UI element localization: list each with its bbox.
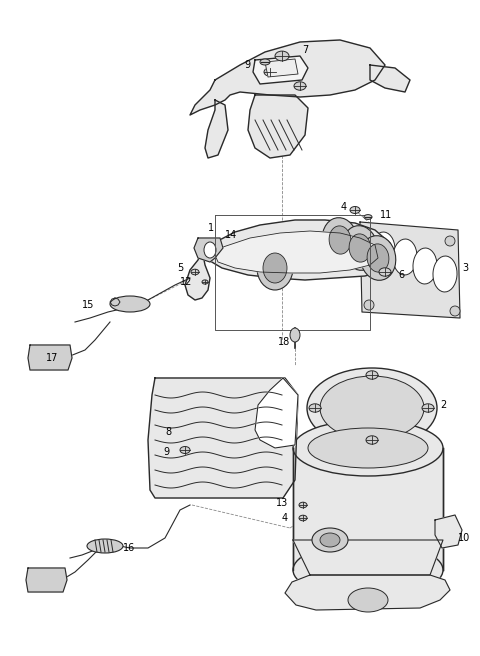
Ellipse shape bbox=[433, 256, 457, 292]
Ellipse shape bbox=[413, 248, 437, 284]
Ellipse shape bbox=[202, 280, 208, 284]
Text: 9: 9 bbox=[244, 60, 250, 70]
Ellipse shape bbox=[299, 502, 307, 508]
Polygon shape bbox=[255, 378, 298, 448]
Ellipse shape bbox=[260, 59, 270, 65]
Ellipse shape bbox=[329, 226, 351, 254]
Polygon shape bbox=[435, 515, 462, 548]
Ellipse shape bbox=[366, 371, 378, 379]
Polygon shape bbox=[370, 65, 410, 92]
Ellipse shape bbox=[379, 268, 391, 276]
Polygon shape bbox=[26, 568, 67, 592]
Polygon shape bbox=[148, 378, 298, 498]
Ellipse shape bbox=[293, 542, 443, 598]
Ellipse shape bbox=[275, 51, 289, 61]
Polygon shape bbox=[265, 59, 298, 77]
Text: 5: 5 bbox=[177, 263, 183, 273]
Text: 2: 2 bbox=[440, 400, 446, 410]
Ellipse shape bbox=[191, 269, 199, 275]
Polygon shape bbox=[285, 575, 450, 610]
Text: 15: 15 bbox=[82, 300, 95, 310]
Ellipse shape bbox=[293, 420, 443, 476]
Ellipse shape bbox=[322, 218, 358, 262]
Ellipse shape bbox=[257, 246, 293, 290]
Polygon shape bbox=[190, 40, 385, 115]
Text: 10: 10 bbox=[458, 533, 470, 543]
Text: 17: 17 bbox=[46, 353, 58, 363]
Polygon shape bbox=[360, 222, 460, 318]
Ellipse shape bbox=[294, 82, 306, 91]
Ellipse shape bbox=[307, 368, 437, 448]
Ellipse shape bbox=[320, 376, 424, 440]
Polygon shape bbox=[253, 56, 308, 84]
Ellipse shape bbox=[309, 404, 321, 412]
Ellipse shape bbox=[342, 226, 378, 270]
Text: 16: 16 bbox=[123, 543, 135, 553]
Ellipse shape bbox=[308, 428, 428, 468]
Text: 9: 9 bbox=[164, 447, 170, 457]
Ellipse shape bbox=[422, 404, 434, 412]
Ellipse shape bbox=[204, 242, 216, 258]
Ellipse shape bbox=[450, 306, 460, 316]
Ellipse shape bbox=[263, 253, 287, 283]
Text: 1: 1 bbox=[208, 223, 214, 233]
Ellipse shape bbox=[290, 328, 300, 342]
Polygon shape bbox=[28, 345, 72, 370]
Ellipse shape bbox=[299, 515, 307, 521]
Text: 12: 12 bbox=[180, 277, 192, 287]
Ellipse shape bbox=[348, 588, 388, 612]
Polygon shape bbox=[215, 231, 378, 273]
Text: 11: 11 bbox=[380, 210, 392, 220]
Text: 4: 4 bbox=[341, 202, 347, 212]
Ellipse shape bbox=[312, 528, 348, 552]
Text: 7: 7 bbox=[302, 45, 308, 55]
Polygon shape bbox=[198, 220, 395, 280]
Ellipse shape bbox=[364, 300, 374, 310]
Text: 3: 3 bbox=[462, 263, 468, 273]
Ellipse shape bbox=[366, 436, 378, 444]
Ellipse shape bbox=[349, 234, 371, 262]
Polygon shape bbox=[293, 540, 443, 575]
Polygon shape bbox=[248, 95, 308, 158]
Polygon shape bbox=[205, 100, 228, 158]
Ellipse shape bbox=[320, 533, 340, 547]
Ellipse shape bbox=[371, 232, 395, 268]
Ellipse shape bbox=[360, 236, 396, 280]
Ellipse shape bbox=[364, 215, 372, 219]
Ellipse shape bbox=[362, 230, 372, 240]
Ellipse shape bbox=[110, 296, 150, 312]
Ellipse shape bbox=[445, 236, 455, 246]
Ellipse shape bbox=[350, 207, 360, 213]
Text: 14: 14 bbox=[225, 230, 237, 240]
Text: 8: 8 bbox=[165, 427, 171, 437]
Ellipse shape bbox=[367, 244, 389, 272]
Text: 13: 13 bbox=[276, 498, 288, 508]
Ellipse shape bbox=[180, 447, 190, 453]
Polygon shape bbox=[293, 448, 443, 570]
Polygon shape bbox=[185, 250, 210, 300]
Ellipse shape bbox=[87, 539, 123, 553]
Text: 4: 4 bbox=[282, 513, 288, 523]
Text: 6: 6 bbox=[398, 270, 404, 280]
Ellipse shape bbox=[264, 68, 276, 76]
Ellipse shape bbox=[393, 239, 417, 275]
Text: 18: 18 bbox=[278, 337, 290, 347]
Polygon shape bbox=[194, 238, 223, 262]
